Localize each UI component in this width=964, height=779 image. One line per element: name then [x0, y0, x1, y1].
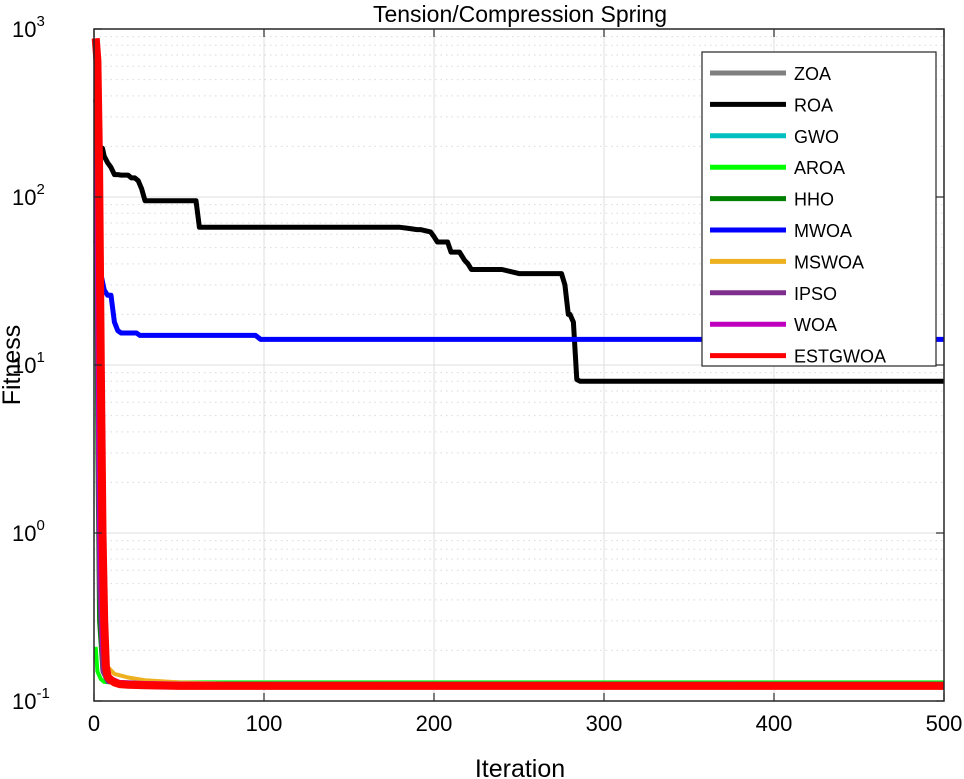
- x-tick-label: 100: [246, 711, 283, 736]
- x-tick-label: 200: [416, 711, 453, 736]
- legend-label-aroa: AROA: [794, 158, 845, 178]
- x-tick-label: 0: [88, 711, 100, 736]
- legend-label-mwoa: MWOA: [794, 221, 852, 241]
- y-tick-label: 101: [12, 349, 45, 378]
- chart-title: Tension/Compression Spring: [373, 1, 667, 27]
- legend-label-hho: HHO: [794, 190, 834, 210]
- series-lines: [91, 37, 945, 690]
- legend-label-estgwoa: ESTGWOA: [794, 347, 886, 367]
- legend-label-zoa: ZOA: [794, 64, 831, 84]
- y-tick-labels: 10-1 100 101 102 103: [12, 13, 50, 714]
- y-tick-label: 102: [12, 181, 45, 210]
- legend-label-mswoa: MSWOA: [794, 252, 864, 272]
- legend-label-gwo: GWO: [794, 127, 839, 147]
- minor-grid: [94, 36, 944, 651]
- x-tick-labels: 0 100 200 300 400 500: [88, 711, 962, 736]
- x-axis-label: Iteration: [475, 755, 565, 779]
- legend-label-ipso: IPSO: [794, 284, 837, 304]
- x-tick-label: 500: [926, 711, 963, 736]
- x-tick-label: 300: [586, 711, 623, 736]
- y-tick-label: 100: [12, 517, 45, 546]
- series-line-roa: [93, 99, 944, 384]
- y-tick-label: 10-1: [12, 685, 50, 714]
- legend-label-woa: WOA: [794, 315, 837, 335]
- legend: ZOA ROA GWO AROA HHO MWOA MSWOA IPSO WOA ESTGWOA: [701, 51, 937, 367]
- series-line-estgwoa: [91, 37, 944, 690]
- x-tick-label: 400: [756, 711, 793, 736]
- y-tick-label: 103: [12, 13, 45, 42]
- legend-label-roa: ROA: [794, 95, 833, 115]
- y-axis-label: Fitness: [0, 325, 26, 406]
- axis-ticks: [93, 28, 945, 702]
